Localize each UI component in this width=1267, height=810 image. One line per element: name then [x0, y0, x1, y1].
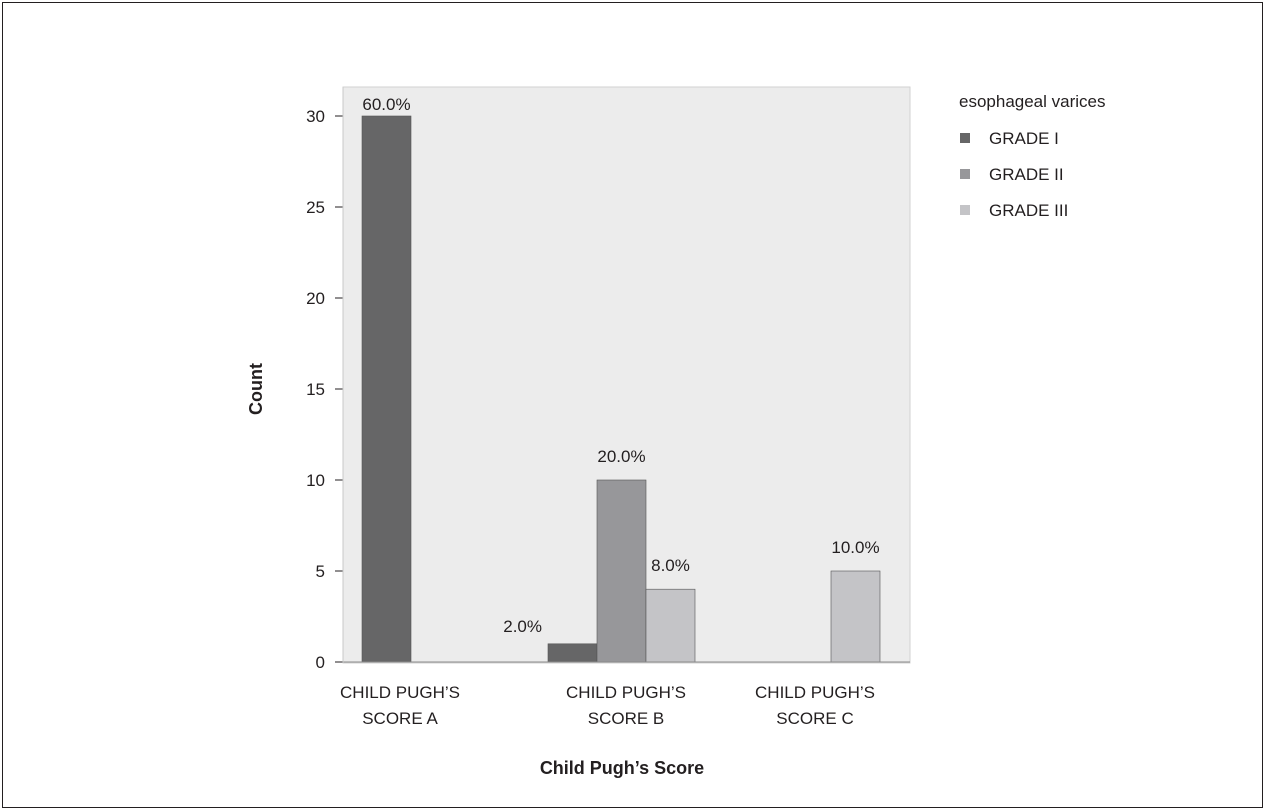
- y-tick-label: 25: [306, 198, 325, 217]
- legend-swatch: [960, 133, 970, 143]
- legend: esophageal varices GRADE I GRADE II GRADE …: [959, 92, 1105, 220]
- data-label: 10.0%: [831, 538, 879, 557]
- x-tick-label: CHILD PUGH’S: [340, 683, 460, 702]
- x-axis-categories: CHILD PUGH’S SCORE A CHILD PUGH’S SCORE B CH…: [340, 683, 875, 728]
- legend-title: esophageal varices: [959, 92, 1105, 111]
- x-tick-label: CHILD PUGH’S: [755, 683, 875, 702]
- legend-entry: GRADE II: [989, 165, 1064, 184]
- bar: [596, 479, 647, 663]
- legend-swatch: [960, 205, 970, 215]
- data-label: 20.0%: [597, 447, 645, 466]
- bar: [645, 588, 696, 663]
- x-tick-label: CHILD PUGH’S: [566, 683, 686, 702]
- y-tick-label: 5: [316, 562, 325, 581]
- data-label: 60.0%: [362, 95, 410, 114]
- x-tick-label: SCORE B: [588, 709, 665, 728]
- bar: [361, 115, 412, 663]
- legend-entry: GRADE III: [989, 201, 1068, 220]
- y-tick-label: 10: [306, 471, 325, 490]
- y-tick-label: 0: [316, 653, 325, 672]
- data-label: 2.0%: [503, 617, 542, 636]
- x-tick-label: SCORE C: [776, 709, 853, 728]
- y-tick-label: 20: [306, 289, 325, 308]
- y-tick-label: 30: [306, 107, 325, 126]
- y-axis-ticks: 0 5 10 15 20 25 30: [306, 107, 343, 672]
- y-tick-label: 15: [306, 380, 325, 399]
- x-axis-title: Child Pugh’s Score: [540, 758, 704, 778]
- data-label: 8.0%: [651, 556, 690, 575]
- bar: [547, 643, 598, 663]
- legend-swatch: [960, 169, 970, 179]
- bar: [830, 570, 881, 663]
- bars: 60.0% 2.0% 20.0% 8.0% 10.0%: [361, 95, 881, 663]
- legend-entry: GRADE I: [989, 129, 1059, 148]
- y-axis-title: Count: [246, 363, 266, 415]
- x-tick-label: SCORE A: [362, 709, 438, 728]
